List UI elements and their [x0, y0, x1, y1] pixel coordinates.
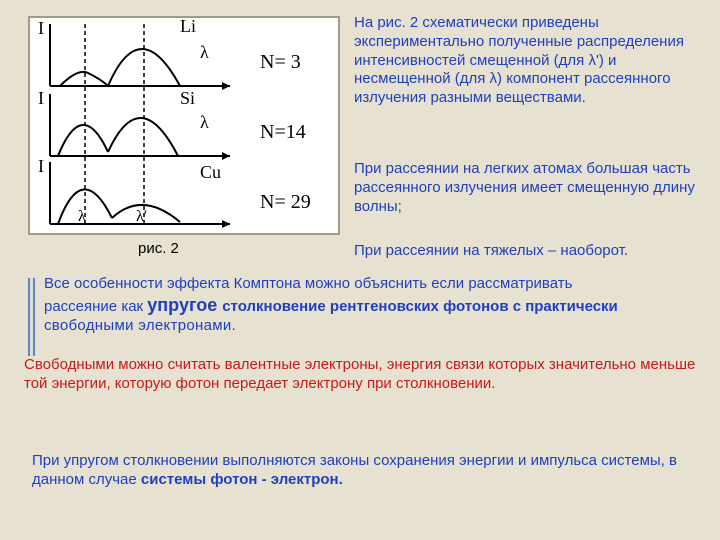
- slide-page: { "figure": { "I": "I", "lambda": "λ", "…: [0, 0, 720, 540]
- spectrum-si: I λ Si N=14: [38, 88, 306, 160]
- spectrum-li: I λ Li N= 3: [38, 18, 301, 90]
- lambda-label-2: λ: [200, 112, 209, 132]
- bottom-lambda-prime: λ′: [136, 208, 147, 225]
- element-si: Si: [180, 88, 195, 108]
- element-li: Li: [180, 18, 196, 36]
- paragraph-6: При упругом столкновении выполняются зак…: [32, 452, 702, 490]
- axis-I-label-3: I: [38, 156, 44, 176]
- lambda-label-1: λ: [200, 42, 209, 62]
- bottom-lambda: λ: [78, 208, 86, 225]
- figure-caption: рис. 2: [138, 240, 198, 257]
- n-si: N=14: [260, 121, 306, 143]
- axis-I-label-2: I: [38, 88, 44, 108]
- n-cu: N= 29: [260, 191, 311, 213]
- n-li: N= 3: [260, 51, 301, 73]
- p4c-text: свободными электронами.: [44, 317, 236, 334]
- paragraph-5: Свободными можно считать валентные элект…: [24, 356, 704, 394]
- paragraph-1: На рис. 2 схематически приведены экспери…: [354, 14, 704, 108]
- p4b-pre: рассеяние как: [44, 298, 147, 315]
- axis-I-label: I: [38, 18, 44, 38]
- p4a-text: Все особенности эффекта Комптона можно о…: [44, 275, 572, 292]
- element-cu: Cu: [200, 162, 221, 182]
- paragraph-3: При рассеянии на тяжелых – наоборот.: [354, 242, 704, 261]
- spectra-svg: I λ Li N= 3 I λ Si N=14: [30, 18, 338, 233]
- p6a-text: При упругом столкновении выполняются зак…: [32, 452, 677, 488]
- paragraph-2: При рассеянии на легких атомах большая ч…: [354, 160, 704, 216]
- p4b-rest: столкновение рентгеновских фотонов с пра…: [222, 298, 618, 315]
- vertical-accent-bars: [28, 278, 38, 356]
- paragraph-4: Все особенности эффекта Комптона можно о…: [44, 275, 684, 335]
- p4b-big: упругое: [147, 295, 222, 315]
- p6b-text: системы фотон - электрон.: [141, 471, 343, 488]
- spectra-figure: I λ Li N= 3 I λ Si N=14: [28, 16, 340, 235]
